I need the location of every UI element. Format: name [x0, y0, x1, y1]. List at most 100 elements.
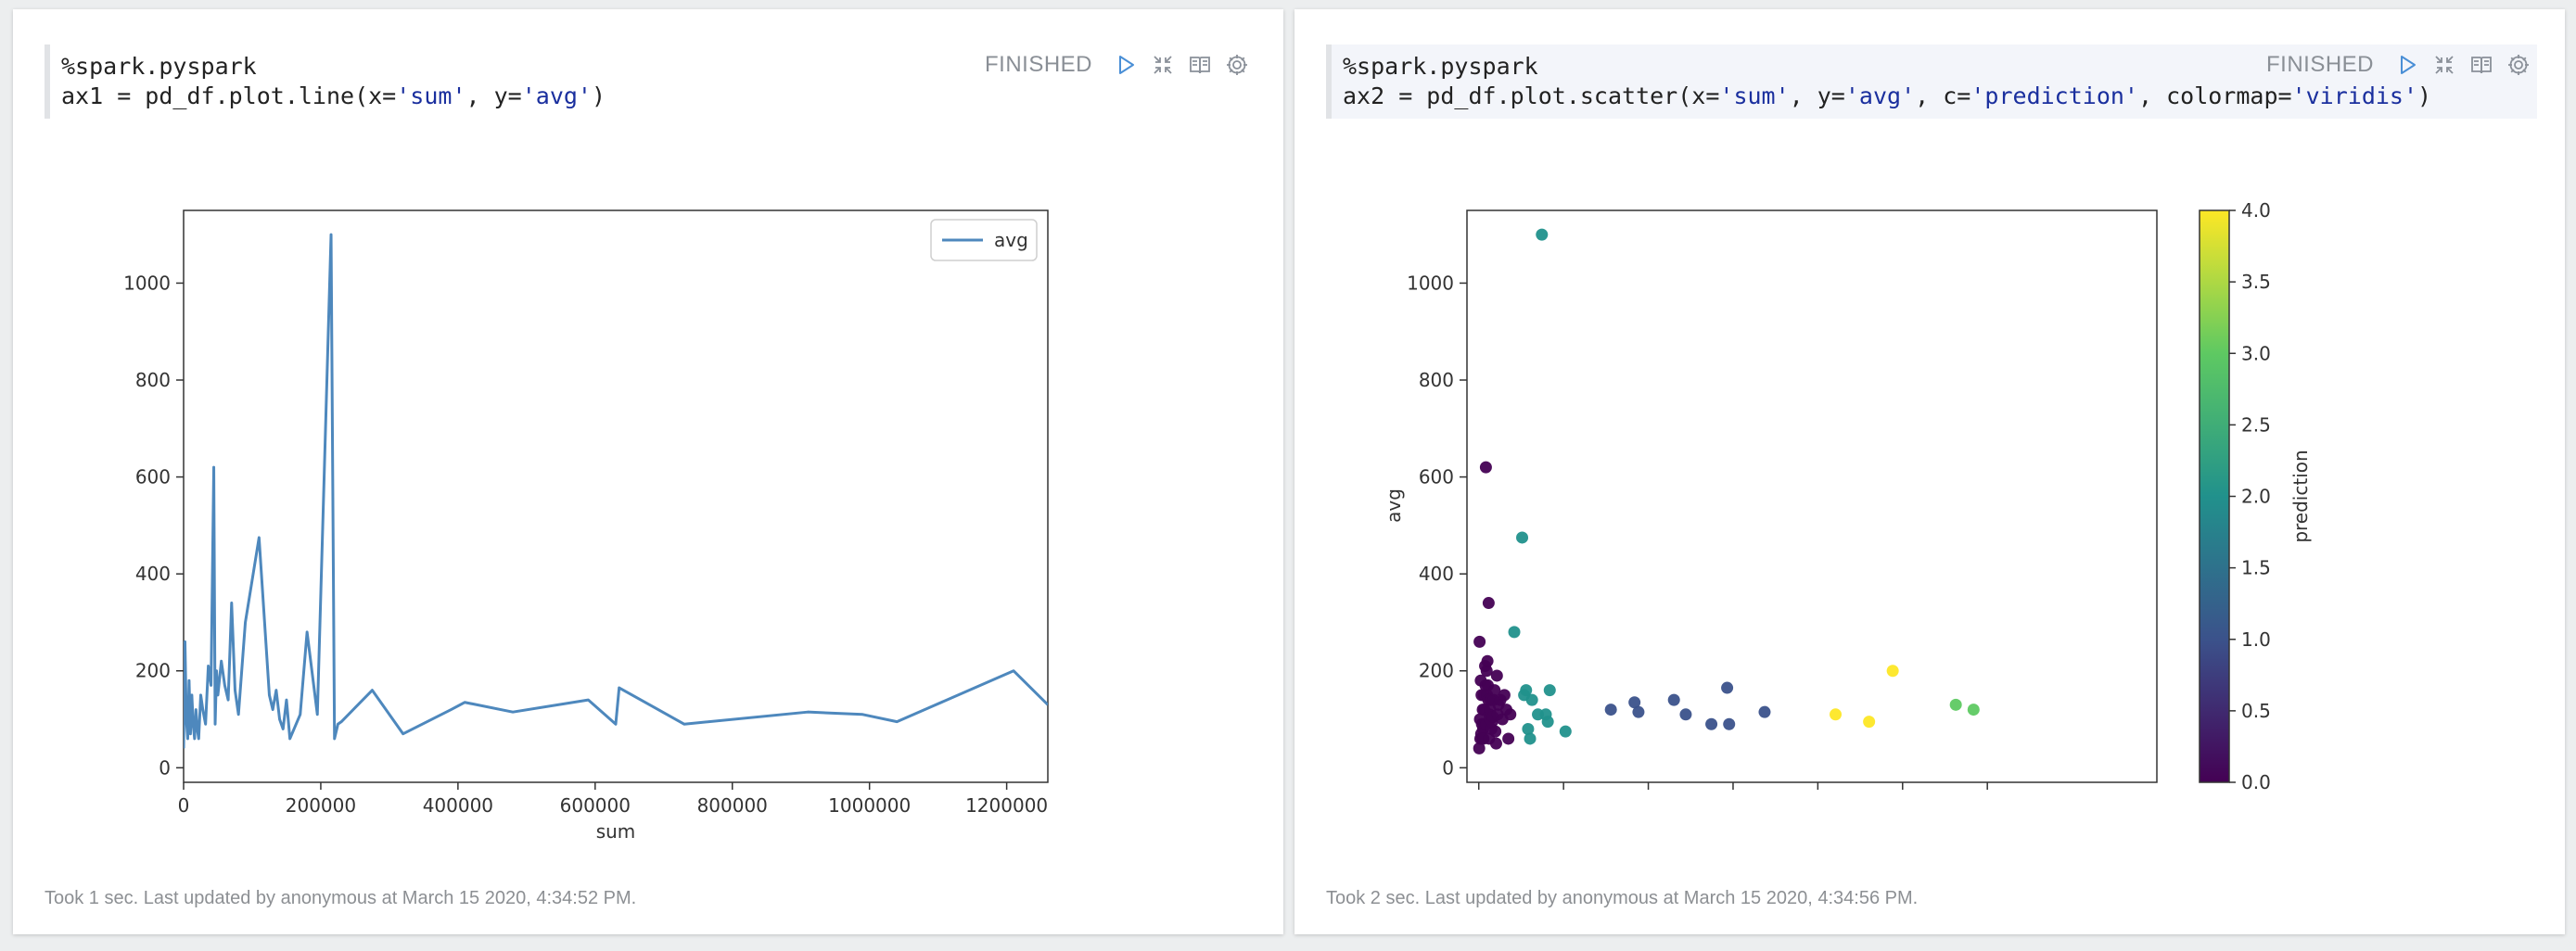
scatter-point — [1604, 704, 1617, 716]
gear-icon[interactable] — [1224, 52, 1250, 78]
status-label: FINISHED — [2265, 52, 2374, 77]
scatter-point — [1520, 684, 1533, 697]
line-chart: 0 200000 400000 600000 800000 1000000 1200000 0… — [123, 209, 1049, 843]
collapse-icon[interactable] — [2431, 52, 2457, 78]
colorbar-tick-label: 1.0 — [2241, 628, 2271, 651]
scatter-point — [1490, 669, 1503, 682]
scatter-point — [1498, 689, 1511, 702]
scatter-point — [1516, 531, 1529, 544]
scatter-point — [1525, 693, 1538, 706]
y-tick-label: 200 — [1419, 660, 1454, 682]
scatter-point — [1543, 684, 1556, 697]
legend-box — [930, 219, 1038, 261]
code-token: , y= — [465, 82, 522, 109]
plot-area — [183, 209, 1049, 783]
y-tick-label: 800 — [135, 369, 171, 391]
scatter-point — [1488, 684, 1501, 697]
scatter-point — [1480, 665, 1493, 678]
x-tick-label: 1000000 — [828, 794, 911, 817]
scatter-point — [1536, 228, 1549, 241]
scatter-point — [1667, 693, 1680, 706]
code-string-token: 'sum' — [396, 82, 466, 109]
legend: avg — [930, 219, 1038, 261]
code-token: , colormap= — [2137, 82, 2292, 109]
code-string-token: 'avg' — [1844, 82, 1916, 109]
y-tick-label: 800 — [1419, 369, 1454, 391]
scatter-point — [1721, 681, 1734, 694]
code-line: %spark.pyspark — [61, 52, 1256, 82]
plot-area — [1466, 209, 2158, 783]
scatter-point — [1967, 704, 1980, 716]
y-tick-label: 400 — [1419, 563, 1454, 585]
scatter-point — [1489, 737, 1502, 750]
scatter-point — [1632, 705, 1645, 718]
x-tick-label: 400000 — [423, 794, 493, 817]
footer-text: Took 2 sec. Last updated by anonymous at… — [1326, 888, 1919, 908]
x-tick-label: 600000 — [560, 794, 631, 817]
y-tick-label: 1000 — [123, 272, 171, 294]
scatter-chart: 0 200 400 600 800 1000 avg 0.0 0.5 1.0 1.5 2.0 2.5 3.… — [1383, 199, 2312, 793]
code-string-token: 'viridis' — [2291, 82, 2418, 109]
colorbar-tick-label: 1.5 — [2241, 557, 2271, 579]
y-tick-label: 400 — [135, 563, 171, 585]
book-icon[interactable] — [2468, 52, 2494, 78]
scatter-point — [1705, 717, 1718, 730]
collapse-icon[interactable] — [1150, 52, 1176, 78]
code-line: ax2 = pd_df.plot.scatter(x='sum', y='avg… — [1343, 82, 2537, 111]
colorbar-tick-label: 0.5 — [2241, 700, 2271, 722]
code-string-token: 'avg' — [521, 82, 592, 109]
y-axis-label: avg — [1383, 488, 1405, 523]
code-token: ) — [2417, 82, 2432, 109]
legend-label: avg — [994, 229, 1028, 251]
scatter-point — [1559, 725, 1572, 738]
colorbar-tick-label: 0.0 — [2241, 771, 2271, 793]
paragraph-cell-scatter-plot: %spark.pyspark ax2 = pd_df.plot.scatter(x… — [1294, 9, 2565, 934]
gear-icon[interactable] — [2506, 52, 2531, 78]
paragraph-toolbar: FINISHED — [985, 52, 1250, 78]
code-line: ax1 = pd_df.plot.line(x='sum', y='avg') — [61, 82, 1256, 111]
run-icon[interactable] — [1113, 52, 1139, 78]
y-tick-label: 600 — [1419, 466, 1454, 488]
code-string-token: 'prediction' — [1970, 82, 2138, 109]
colorbar — [2199, 209, 2230, 783]
scatter-point — [1482, 597, 1495, 610]
colorbar-tick-label: 2.0 — [2241, 486, 2271, 508]
code-token: ax1 = pd_df.plot.line(x= — [61, 82, 397, 109]
y-tick-label: 0 — [159, 756, 171, 779]
code-token: %spark.pyspark — [1343, 53, 1538, 80]
scatter-point — [1489, 725, 1502, 738]
scatter-point — [1863, 716, 1876, 729]
scatter-point — [1949, 698, 1962, 711]
x-tick-label: 200000 — [286, 794, 356, 817]
code-token: ax2 = pd_df.plot.scatter(x= — [1343, 82, 1720, 109]
scatter-point — [1508, 626, 1521, 639]
footer-text: Took 1 sec. Last updated by anonymous at… — [45, 888, 637, 908]
scatter-point — [1473, 635, 1486, 648]
colorbar-tick-label: 3.5 — [2241, 271, 2271, 293]
y-tick-label: 600 — [135, 466, 171, 488]
book-icon[interactable] — [1187, 52, 1213, 78]
scatter-point — [1481, 654, 1494, 667]
scatter-point — [1541, 716, 1554, 729]
x-tick-label: 0 — [178, 794, 190, 817]
code-token: ) — [591, 82, 606, 109]
scatter-point — [1522, 722, 1535, 735]
run-icon[interactable] — [2394, 52, 2420, 78]
scatter-point — [1504, 708, 1517, 721]
colorbar-tick-label: 4.0 — [2241, 199, 2271, 222]
code-string-token: 'sum' — [1719, 82, 1790, 109]
x-tick-label: 1200000 — [965, 794, 1048, 817]
x-tick-label: 800000 — [697, 794, 768, 817]
code-editor[interactable]: %spark.pyspark ax2 = pd_df.plot.scatter(x… — [1326, 44, 2537, 119]
scatter-point — [1679, 708, 1692, 721]
scatter-point — [1758, 705, 1771, 718]
y-tick-label: 200 — [135, 660, 171, 682]
code-token: , c= — [1915, 82, 1971, 109]
paragraph-toolbar: FINISHED — [2266, 52, 2531, 78]
status-label: FINISHED — [984, 52, 1092, 77]
code-editor[interactable]: %spark.pyspark ax1 = pd_df.plot.line(x='s… — [45, 44, 1256, 119]
colorbar-label: prediction — [2289, 450, 2312, 542]
scatter-point — [1502, 732, 1515, 745]
scatter-point — [1524, 732, 1537, 745]
colorbar-tick-label: 2.5 — [2241, 413, 2271, 436]
